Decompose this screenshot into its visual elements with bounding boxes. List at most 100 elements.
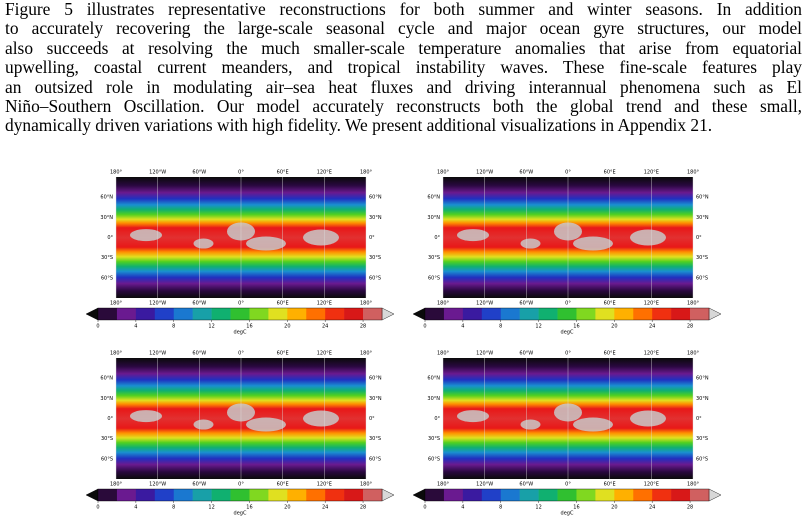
text-line: to accurately recovering the large-scale… xyxy=(5,18,802,39)
colorbar-tick-label: 28 xyxy=(687,324,693,330)
lat-label: 30°S xyxy=(101,255,113,261)
map-patch xyxy=(457,229,489,242)
lon-label: 120°E xyxy=(317,301,332,307)
colorbar-tick-label: 24 xyxy=(649,324,655,330)
colorbar-segment xyxy=(443,489,464,501)
lat-label: 60°S xyxy=(369,456,381,462)
lat-label: 0° xyxy=(107,235,113,241)
colorbar-tick-label: 12 xyxy=(208,324,214,330)
lat-label: 30°S xyxy=(369,255,381,261)
colorbar-unit: degC xyxy=(234,330,247,336)
lon-label: 60°W xyxy=(519,482,533,488)
colorbar-frame xyxy=(97,488,383,502)
colorbar-segment xyxy=(287,489,307,501)
lat-label: 30°N xyxy=(696,215,709,221)
colorbar-tick-label: 4 xyxy=(134,505,137,511)
lon-label: 180° xyxy=(360,482,373,488)
colorbar-tick-label: 12 xyxy=(208,505,214,511)
lat-label: 30°S xyxy=(696,255,708,261)
lon-label: 60°W xyxy=(192,301,206,307)
colorbar-tick-label: 20 xyxy=(611,324,617,330)
lon-label: 120°E xyxy=(644,351,659,357)
lat-label: 60°S xyxy=(101,456,113,462)
colorbar-segment xyxy=(690,489,710,501)
lat-label: 30°N xyxy=(369,215,382,221)
colorbar-segment xyxy=(576,308,596,320)
colorbar-segment xyxy=(287,308,307,320)
colorbar-extend xyxy=(381,488,395,502)
map-patch xyxy=(303,229,339,246)
colorbar-extend xyxy=(85,488,99,502)
lon-label: 60°E xyxy=(277,482,289,488)
lon-label: 180° xyxy=(360,351,373,357)
colorbar-segment xyxy=(671,489,691,501)
colorbar-segment xyxy=(116,308,137,320)
lon-label: 120°E xyxy=(317,351,332,357)
colorbar-segment xyxy=(211,308,231,320)
colorbar-extend xyxy=(708,488,722,502)
lat-label: 30°S xyxy=(428,255,440,261)
colorbar-segment xyxy=(690,308,710,320)
colorbar-segment xyxy=(576,489,596,501)
text-line: Figure 5 illustrates representative reco… xyxy=(5,0,802,19)
colorbar-segment xyxy=(173,308,193,320)
text-line: Niño–Southern Oscillation. Our model acc… xyxy=(5,96,802,117)
lon-label: 0° xyxy=(238,301,244,307)
lat-label: 0° xyxy=(696,235,702,241)
map-patch xyxy=(630,229,666,246)
lon-label: 120°E xyxy=(317,482,332,488)
lat-label: 0° xyxy=(369,235,375,241)
colorbar-segment xyxy=(425,308,445,320)
colorbar-segment xyxy=(230,308,250,320)
lat-label: 60°N xyxy=(427,376,440,382)
colorbar-segment xyxy=(363,489,383,501)
lon-label: 0° xyxy=(238,482,244,488)
lat-label: 30°S xyxy=(428,436,440,442)
colorbar-segment xyxy=(154,308,175,320)
lat-label: 30°S xyxy=(696,436,708,442)
lon-label: 0° xyxy=(565,301,571,307)
colorbar-segment xyxy=(481,308,502,320)
colorbar-tick-label: 8 xyxy=(172,324,175,330)
lat-label: 30°N xyxy=(427,215,440,221)
colorbar-segment xyxy=(538,308,558,320)
lat-label: 30°N xyxy=(427,396,440,402)
lon-label: 180° xyxy=(360,301,373,307)
map-patch xyxy=(246,417,286,432)
colorbar-segment xyxy=(633,489,653,501)
colorbar-segment xyxy=(306,308,326,320)
colorbar-segment xyxy=(116,489,137,501)
lat-label: 0° xyxy=(434,235,440,241)
lon-label: 60°E xyxy=(604,170,616,176)
lon-label: 60°E xyxy=(604,482,616,488)
lat-label: 60°S xyxy=(369,275,381,281)
lon-label: 0° xyxy=(565,351,571,357)
colorbar-segment xyxy=(325,489,345,501)
lat-label: 60°S xyxy=(428,456,440,462)
lon-label: 180° xyxy=(437,301,450,307)
colorbar-tick-label: 0 xyxy=(96,324,99,330)
colorbar-segment xyxy=(173,489,193,501)
colorbar-segment xyxy=(652,308,672,320)
text-line: also succeeds at resolving the much smal… xyxy=(5,37,802,58)
colorbar-segment xyxy=(211,489,231,501)
lon-label: 180° xyxy=(437,482,450,488)
colorbar-tick-label: 4 xyxy=(134,324,137,330)
colorbar-tick-label: 16 xyxy=(246,324,252,330)
paragraph: Figure 5 illustrates representative reco… xyxy=(5,0,802,136)
colorbar-unit: degC xyxy=(561,330,574,336)
colorbar-segment xyxy=(425,489,445,501)
lon-label: 60°W xyxy=(192,482,206,488)
lat-label: 30°S xyxy=(101,436,113,442)
colorbar-segment xyxy=(249,489,269,501)
lon-label: 60°E xyxy=(277,351,289,357)
colorbar-segment xyxy=(614,308,634,320)
map-patch xyxy=(193,419,214,430)
colorbar-segment xyxy=(462,308,483,320)
colorbar-frame xyxy=(424,307,710,321)
colorbar-segment xyxy=(500,489,520,501)
colorbar-segment xyxy=(192,489,212,501)
lon-label: 180° xyxy=(687,170,700,176)
lon-label: 180° xyxy=(687,482,700,488)
colorbar-tick-label: 8 xyxy=(499,505,502,511)
